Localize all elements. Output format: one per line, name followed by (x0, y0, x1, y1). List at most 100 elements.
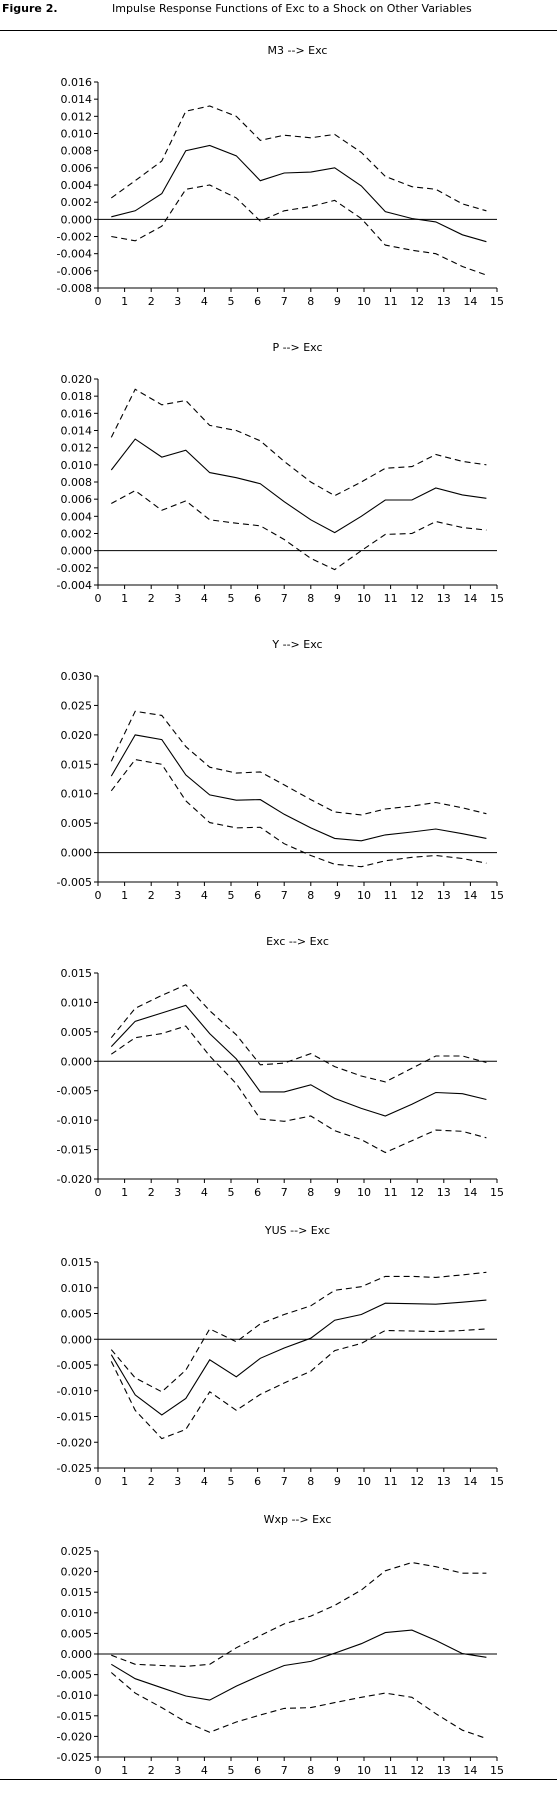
m3-y-tick-label: 0.004 (61, 179, 93, 192)
y-x-tick-label: 2 (148, 889, 155, 902)
chart-y-exc: Y --> Exc 0.030 0.025 0.020 0.015 0.010 0.005 0… (57, 638, 504, 902)
p-y-tick-label: 0.008 (61, 476, 93, 489)
y-x-tick-label: 6 (254, 889, 261, 902)
yus-lower-line (110, 1328, 487, 1440)
m3-x-tick-label: 1 (121, 295, 128, 308)
exc-y-tick-label: -0.015 (57, 1144, 92, 1157)
wxp-y-tick-label: -0.015 (57, 1710, 92, 1723)
wxp-x-tick-label: 14 (463, 1764, 477, 1777)
wxp-x-tick-label: 4 (201, 1764, 208, 1777)
p-x-tick-label: 6 (254, 592, 261, 605)
yus-chart-title: YUS --> Exc (264, 1224, 330, 1237)
p-y-tick-label: -0.004 (57, 579, 92, 592)
yus-y-tick-label: -0.015 (57, 1411, 92, 1424)
p-y-tick-label: 0.018 (61, 390, 93, 403)
yus-x-tick-label: 8 (307, 1475, 314, 1488)
wxp-y-tick-label: -0.020 (57, 1730, 92, 1743)
exc-y-tick-label: -0.005 (57, 1085, 92, 1098)
yus-x-tick-label: 14 (463, 1475, 477, 1488)
wxp-chart-title: Wxp --> Exc (264, 1513, 332, 1526)
wxp-x-tick-label: 12 (410, 1764, 424, 1777)
exc-x-tick-label: 14 (463, 1186, 477, 1199)
p-y-tick-label: 0.006 (61, 493, 93, 506)
yus-x-tick-label: 1 (121, 1475, 128, 1488)
wxp-y-tick-label: 0.015 (61, 1586, 93, 1599)
p-x-tick-label: 9 (334, 592, 341, 605)
m3-y-tick-label: 0.002 (61, 196, 93, 209)
exc-upper-line (110, 984, 487, 1083)
yus-y-tick-label: -0.025 (57, 1462, 92, 1475)
p-y-tick-label: 0.016 (61, 407, 93, 420)
m3-x-tick-label: 0 (95, 295, 102, 308)
yus-x-tick-label: 7 (281, 1475, 288, 1488)
exc-x-tick-label: 10 (357, 1186, 371, 1199)
m3-x-tick-label: 6 (254, 295, 261, 308)
exc-x-tick-label: 13 (437, 1186, 451, 1199)
p-x-tick-label: 5 (228, 592, 235, 605)
m3-y-tick-label: -0.002 (57, 231, 92, 244)
y-response-line (110, 734, 487, 842)
exc-x-tick-label: 4 (201, 1186, 208, 1199)
yus-y-tick-label: -0.010 (57, 1385, 92, 1398)
p-x-tick-label: 2 (148, 592, 155, 605)
wxp-x-tick-label: 1 (121, 1764, 128, 1777)
wxp-response-line (111, 1629, 487, 1701)
yus-y-tick-label: 0.000 (61, 1333, 93, 1346)
p-x-tick-label: 7 (281, 592, 288, 605)
chart-wxp-exc: Wxp --> Exc 0.025 0.020 0.015 0.010 0.005 0.00… (57, 1513, 504, 1777)
exc-response-line (110, 1004, 487, 1117)
y-y-tick-label: 0.000 (61, 847, 93, 860)
figure-header: Figure 2. Impulse Response Functions of … (0, 0, 557, 32)
exc-lower-line (110, 1025, 487, 1154)
y-x-tick-label: 15 (490, 889, 504, 902)
yus-x-tick-label: 3 (174, 1475, 181, 1488)
p-x-tick-label: 14 (463, 592, 477, 605)
yus-x-tick-label: 13 (437, 1475, 451, 1488)
p-x-tick-label: 0 (95, 592, 102, 605)
p-x-tick-label: 3 (174, 592, 181, 605)
p-x-tick-label: 12 (410, 592, 424, 605)
y-x-tick-label: 7 (281, 889, 288, 902)
y-x-tick-label: 9 (334, 889, 341, 902)
p-y-tick-label: 0.012 (61, 442, 93, 455)
exc-x-tick-label: 2 (148, 1186, 155, 1199)
wxp-x-tick-label: 5 (228, 1764, 235, 1777)
yus-x-tick-label: 2 (148, 1475, 155, 1488)
m3-y-tick-label: 0.014 (61, 93, 93, 106)
yus-response-line (110, 1299, 487, 1416)
yus-y-tick-label: 0.005 (61, 1308, 93, 1321)
yus-y-tick-label: 0.015 (61, 1256, 93, 1269)
m3-x-tick-label: 3 (174, 295, 181, 308)
wxp-y-tick-label: 0.000 (61, 1648, 93, 1661)
m3-y-tick-label: 0.012 (61, 110, 93, 123)
m3-y-tick-label: -0.004 (57, 248, 92, 261)
exc-y-tick-label: 0.010 (61, 996, 93, 1009)
y-upper-line (110, 710, 487, 816)
m3-y-tick-label: 0.008 (61, 145, 93, 158)
m3-y-tick-label: -0.008 (57, 282, 92, 295)
exc-y-tick-label: -0.010 (57, 1114, 92, 1127)
exc-chart-title: Exc --> Exc (266, 935, 329, 948)
y-x-tick-label: 12 (410, 889, 424, 902)
y-y-tick-label: 0.020 (61, 729, 93, 742)
m3-y-tick-label: 0.000 (61, 213, 93, 226)
exc-y-tick-label: 0.000 (61, 1055, 93, 1068)
yus-x-tick-label: 5 (228, 1475, 235, 1488)
p-y-tick-label: 0.002 (61, 528, 93, 541)
p-lower-line (111, 489, 487, 571)
footer-rule (0, 1779, 557, 1780)
exc-x-tick-label: 1 (121, 1186, 128, 1199)
chart-exc-exc: Exc --> Exc 0.015 0.010 0.005 0.000 -0.005 -0.… (57, 935, 504, 1199)
exc-x-tick-label: 6 (254, 1186, 261, 1199)
wxp-x-tick-label: 6 (254, 1764, 261, 1777)
exc-x-tick-label: 0 (95, 1186, 102, 1199)
y-lower-line (110, 759, 487, 868)
chart-p-exc: P --> Exc 0.020 0.018 0.016 0.014 0.012 0.010 0… (57, 341, 504, 605)
m3-x-tick-label: 12 (410, 295, 424, 308)
exc-x-tick-label: 8 (307, 1186, 314, 1199)
yus-x-tick-label: 11 (384, 1475, 398, 1488)
m3-x-tick-label: 4 (201, 295, 208, 308)
yus-x-tick-label: 4 (201, 1475, 208, 1488)
y-x-tick-label: 0 (95, 889, 102, 902)
p-y-tick-label: 0.014 (61, 425, 93, 438)
